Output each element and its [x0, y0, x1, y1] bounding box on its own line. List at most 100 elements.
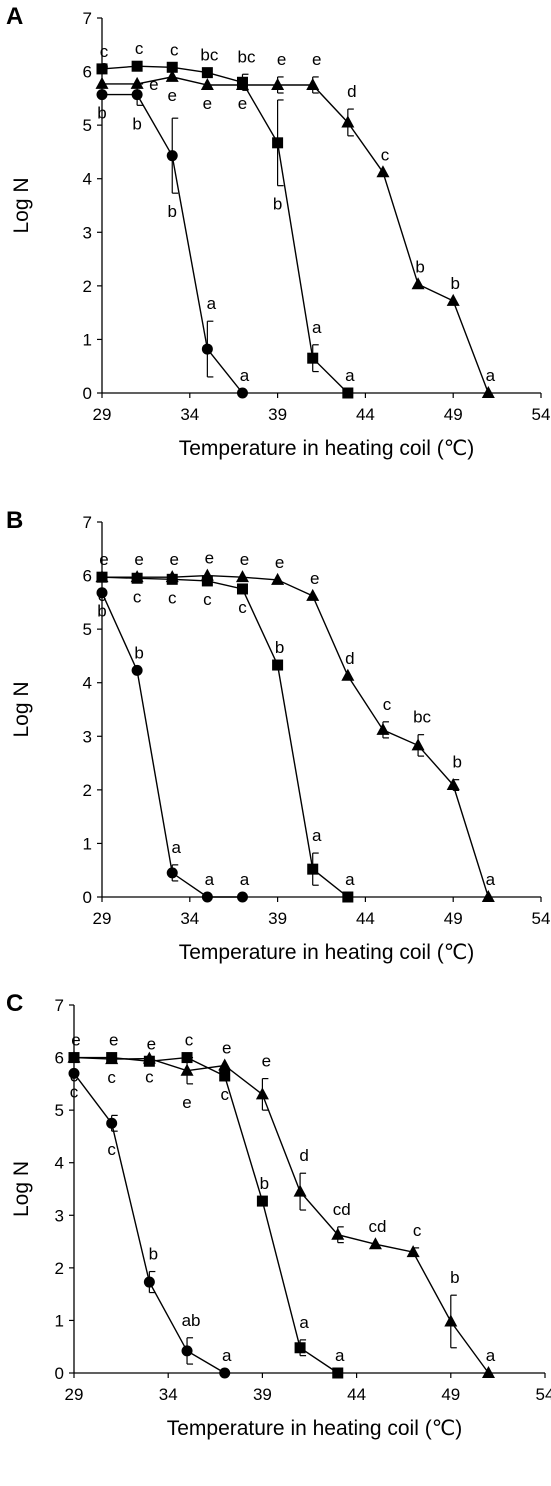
y-tick-label: 1 — [83, 834, 92, 853]
significance-letter: a — [312, 826, 322, 845]
significance-letter: b — [450, 274, 459, 293]
data-point-square — [256, 1195, 268, 1207]
significance-letter: a — [240, 870, 250, 889]
data-point-triangle — [444, 1314, 458, 1327]
y-axis-title: Log N — [10, 681, 33, 737]
significance-letter: e — [168, 86, 177, 105]
y-tick-label: 5 — [83, 116, 92, 135]
significance-letter: e — [275, 553, 284, 572]
significance-letter: e — [277, 50, 286, 69]
data-point-triangle — [165, 69, 179, 82]
y-tick-label: 2 — [83, 781, 92, 800]
significance-letter: c — [381, 145, 390, 164]
data-point-circle — [143, 1276, 155, 1288]
significance-letter: b — [452, 753, 461, 772]
data-point-triangle — [130, 570, 144, 583]
data-point-triangle — [235, 77, 249, 90]
data-point-circle — [96, 587, 108, 599]
x-tick-label: 44 — [356, 909, 375, 928]
series-line — [101, 65, 349, 394]
data-point-square — [294, 1342, 306, 1354]
data-point-square — [236, 583, 248, 595]
data-point-triangle — [306, 588, 320, 601]
data-point-triangle — [368, 1237, 382, 1250]
series-line — [73, 1056, 490, 1374]
significance-letter: cd — [333, 1200, 351, 1219]
x-tick-label: 34 — [180, 909, 199, 928]
significance-letter: a — [345, 870, 355, 889]
data-point-triangle — [200, 568, 214, 581]
significance-letter: a — [207, 294, 217, 313]
significance-letter: e — [149, 75, 158, 94]
significance-letter: e — [147, 1034, 156, 1053]
data-point-triangle — [235, 570, 249, 583]
y-tick-label: 6 — [83, 63, 92, 82]
y-tick-label: 4 — [55, 1154, 64, 1173]
significance-letter: d — [299, 1146, 308, 1165]
data-point-circle — [166, 867, 178, 879]
data-point-triangle — [95, 76, 109, 89]
significance-letter: c — [185, 1031, 194, 1050]
significance-letter: d — [345, 649, 354, 668]
significance-letter: e — [134, 550, 143, 569]
y-tick-label: 2 — [83, 277, 92, 296]
x-tick-label: 49 — [441, 1385, 460, 1404]
data-point-square — [307, 352, 319, 364]
significance-letter: e — [240, 550, 249, 569]
data-point-square — [342, 387, 354, 399]
data-point-triangle — [446, 778, 460, 791]
data-point-circle — [201, 343, 213, 355]
y-tick-label: 4 — [83, 674, 92, 693]
significance-letter: c — [413, 1221, 422, 1240]
data-point-triangle — [306, 77, 320, 90]
x-tick-label: 54 — [532, 405, 551, 424]
significance-letter: c — [107, 1140, 116, 1159]
significance-letter: b — [134, 643, 143, 662]
y-tick-label: 6 — [55, 1049, 64, 1068]
x-tick-label: 54 — [536, 1385, 551, 1404]
significance-letter: b — [97, 104, 106, 123]
data-point-circle — [181, 1345, 193, 1357]
y-axis-title: Log N — [10, 1161, 33, 1217]
data-point-triangle — [481, 890, 495, 902]
data-point-triangle — [142, 1051, 156, 1064]
data-point-triangle — [376, 165, 390, 178]
data-point-triangle — [130, 76, 144, 89]
x-tick-label: 29 — [65, 1385, 84, 1404]
data-point-square — [332, 1367, 344, 1379]
significance-letter: c — [70, 1067, 79, 1086]
y-tick-label: 0 — [55, 1364, 64, 1383]
significance-letter: c — [383, 695, 392, 714]
x-tick-label: 34 — [159, 1385, 178, 1404]
x-axis-title: Temperature in heating coil (℃) — [179, 437, 475, 460]
significance-letter: bc — [237, 47, 255, 66]
significance-letter: b — [168, 202, 177, 221]
significance-letter: a — [312, 318, 322, 337]
data-point-square — [219, 1070, 231, 1082]
y-tick-label: 6 — [83, 567, 92, 586]
data-point-triangle — [218, 1058, 232, 1071]
significance-letter: e — [222, 1038, 231, 1057]
data-point-circle — [236, 387, 248, 399]
significance-letter: a — [240, 366, 250, 385]
series-line — [74, 1056, 339, 1374]
panel-letter: B — [6, 507, 23, 534]
series-circle: b b a a a — [96, 587, 250, 903]
significance-letter: e — [170, 550, 179, 569]
data-point-triangle — [255, 1087, 269, 1100]
y-tick-label: 3 — [83, 223, 92, 242]
data-point-triangle — [411, 277, 425, 290]
significance-letter: e — [71, 1031, 80, 1050]
x-axis-title: Temperature in heating coil (℃) — [179, 941, 475, 964]
data-point-circle — [131, 89, 143, 101]
significance-letter: c — [107, 1068, 116, 1087]
significance-letter: c — [135, 39, 144, 58]
significance-letter: bc — [413, 708, 431, 727]
x-axis-title: Temperature in heating coil (℃) — [167, 1417, 463, 1440]
x-tick-label: 39 — [268, 909, 287, 928]
significance-letter: a — [299, 1313, 309, 1332]
